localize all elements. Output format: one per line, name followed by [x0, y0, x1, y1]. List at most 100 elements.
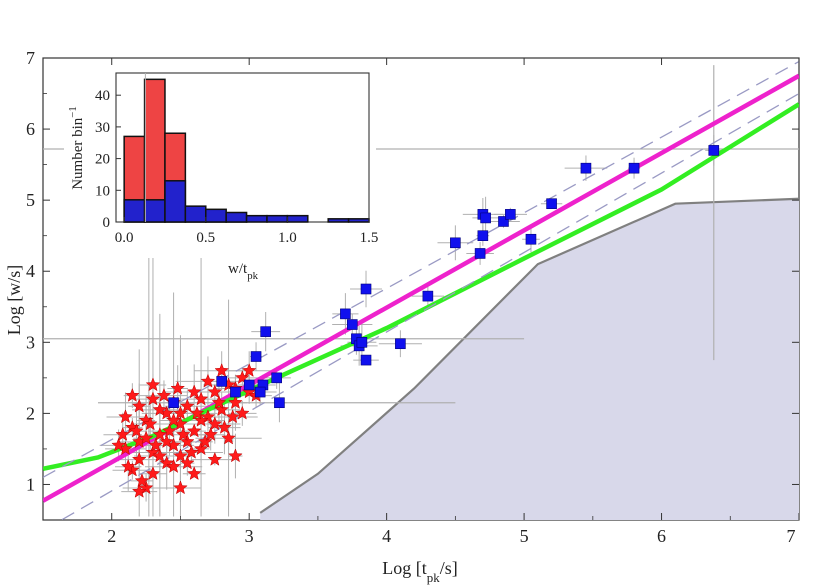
- red-star-point: [118, 409, 133, 424]
- red-star-point: [131, 398, 147, 413]
- red-star-point: [138, 430, 154, 445]
- blue-square-point: [422, 290, 434, 302]
- blue-square-point: [477, 230, 489, 241]
- main-y-axis-label: Log [w/s]: [4, 265, 24, 336]
- red-star-point: [159, 455, 175, 470]
- red-star-point: [156, 387, 172, 402]
- red-star-point: [125, 387, 140, 402]
- x-tick-label: 4: [382, 526, 391, 546]
- red-star-point: [184, 444, 199, 459]
- blue-histogram-bar: [286, 214, 309, 223]
- blue-histogram-bar: [123, 199, 146, 223]
- red-star-point: [200, 409, 216, 424]
- red-star-point: [186, 466, 202, 481]
- inset-y-tick-label: 0: [103, 215, 111, 231]
- blue-square-point: [525, 233, 537, 245]
- inset-y-tick-label: 40: [95, 88, 110, 104]
- y-tick-label: 3: [26, 332, 35, 352]
- red-star-point: [214, 402, 230, 417]
- blue-histogram-bar: [327, 218, 350, 223]
- blue-square-point: [274, 397, 285, 409]
- main-plot-content: [43, 60, 799, 520]
- blue-histogram-bar: [245, 214, 268, 223]
- inset-y-axis-label: Number bin−1: [67, 106, 86, 190]
- red-star-point: [197, 434, 213, 449]
- red-star-point: [189, 405, 205, 420]
- inset-y-tick-label: 10: [95, 183, 110, 199]
- blue-square-point: [628, 162, 640, 174]
- red-star-point: [152, 448, 168, 463]
- inset-x-axis-label: w/tpk: [228, 261, 259, 282]
- blue-histogram-bar: [205, 208, 227, 223]
- red-star-point: [228, 395, 243, 409]
- inset-x-tick-label: 1.5: [360, 230, 379, 246]
- blue-square-point: [340, 308, 351, 320]
- y-tick-label: 7: [26, 48, 35, 68]
- red-star-point: [115, 427, 131, 441]
- dashed-lower-line: [60, 92, 799, 520]
- y-tick-label: 6: [26, 119, 35, 139]
- red-star-point: [145, 466, 161, 481]
- main-x-axis-label: Log [tpk/s]: [382, 558, 457, 585]
- red-star-point: [180, 455, 195, 470]
- red-star-point: [228, 448, 243, 463]
- blue-square-point: [474, 248, 486, 259]
- red-star-point: [120, 458, 136, 473]
- blue-square-point: [505, 209, 516, 220]
- red-star-point: [159, 434, 175, 449]
- red-star-point: [207, 384, 223, 399]
- red-star-point: [145, 444, 161, 459]
- blue-square-point: [708, 145, 720, 156]
- red-star-point: [152, 427, 168, 441]
- blue-square-point: [216, 376, 227, 387]
- blue-histogram-bar: [266, 214, 289, 223]
- blue-histogram-bar: [225, 211, 248, 223]
- red-star-point: [180, 434, 195, 449]
- blue-square-point: [395, 338, 406, 350]
- y-tick-label: 4: [26, 261, 35, 281]
- inset-y-tick-label: 20: [95, 152, 110, 168]
- red-star-point: [166, 458, 181, 473]
- red-star-point: [186, 384, 202, 399]
- red-star-point: [200, 373, 216, 388]
- red-star-point: [173, 405, 188, 420]
- red-star-point: [186, 423, 202, 438]
- red-star-point: [142, 416, 158, 431]
- blue-square-point: [498, 216, 509, 227]
- red-star-point: [152, 402, 168, 417]
- shaded-region-boundary: [259, 197, 799, 514]
- red-star-point: [241, 363, 257, 377]
- red-star-point: [166, 412, 181, 427]
- red-star-point: [145, 377, 161, 392]
- red-star-point: [234, 370, 250, 385]
- main-plot-layer: 2 3 4 5 6 7 1 2 3 4 5 6 7: [26, 48, 800, 546]
- blue-square-point: [271, 372, 282, 384]
- inset-plot-layer: 0.0 0.5 1.0 1.5 0 10 20 30 40: [95, 73, 378, 246]
- x-tick-label: 5: [520, 526, 529, 546]
- x-tick-label: 7: [787, 526, 796, 546]
- red-star-point: [162, 423, 177, 438]
- red-star-point: [138, 480, 154, 495]
- blue-square-point: [250, 351, 262, 362]
- red-star-point: [145, 391, 161, 406]
- blue-square-point: [546, 198, 557, 210]
- blue-histogram-bar: [143, 199, 166, 223]
- red-star-point: [170, 380, 186, 395]
- blue-square-point: [356, 337, 368, 348]
- blue-square-point: [360, 283, 372, 295]
- red-star-point: [207, 416, 223, 431]
- blue-square-point: [580, 162, 592, 174]
- red-star-point: [203, 427, 219, 441]
- red-star-point: [180, 398, 195, 413]
- x-tick-label: 3: [245, 526, 254, 546]
- inset-x-tick-label: 0.5: [196, 230, 215, 246]
- x-tick-label: 2: [107, 526, 116, 546]
- blue-square-point: [450, 237, 461, 249]
- y-tick-label: 5: [26, 190, 35, 210]
- red-star-point: [134, 473, 150, 488]
- red-star-point: [148, 437, 164, 452]
- blue-square-point: [168, 397, 179, 409]
- blue-square-point: [230, 386, 241, 398]
- red-star-point: [173, 448, 188, 463]
